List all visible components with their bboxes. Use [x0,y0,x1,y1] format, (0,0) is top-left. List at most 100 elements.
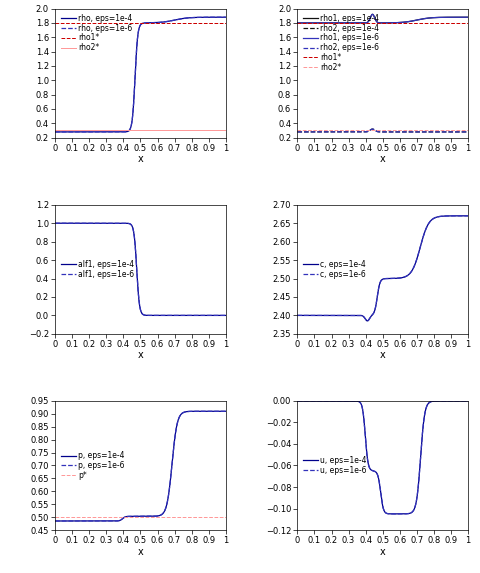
p, eps=1e-4 [118,517,123,524]
rho, eps=1e-4 [125,128,131,135]
Legend: rho, eps=1e-4, rho, eps=1e-6, rho1*, rho2*: rho, eps=1e-4, rho, eps=1e-6, rho1*, rho… [59,13,134,54]
u, eps=1e-6 [444,398,449,405]
p, eps=1e-6 [52,517,58,524]
p, eps=1e-4 [125,513,131,520]
c, eps=1e-6 [364,317,370,324]
rho1, eps=1e-6 [324,19,330,26]
Line: u, eps=1e-4: u, eps=1e-4 [298,401,468,514]
Line: rho, eps=1e-6: rho, eps=1e-6 [55,17,226,132]
rho1, eps=1e-4 [465,14,471,21]
rho, eps=1e-6 [223,14,228,21]
rho, eps=1e-4 [82,128,88,135]
Legend: alf1, eps=1e-4, alf1, eps=1e-6: alf1, eps=1e-4, alf1, eps=1e-6 [59,258,136,280]
u, eps=1e-4 [324,398,330,405]
Line: rho1, eps=1e-6: rho1, eps=1e-6 [298,14,468,23]
alf1, eps=1e-6 [201,312,207,319]
Legend: u, eps=1e-4, u, eps=1e-6: u, eps=1e-4, u, eps=1e-6 [301,454,368,476]
u, eps=1e-4 [393,511,399,517]
alf1, eps=1e-4 [52,220,58,227]
u, eps=1e-6 [360,407,366,414]
Line: rho2, eps=1e-4: rho2, eps=1e-4 [298,129,468,132]
u, eps=1e-4 [314,398,320,405]
rho2, eps=1e-6 [360,128,366,135]
rho2, eps=1e-6 [370,125,375,132]
alf1, eps=1e-4 [223,312,228,319]
u, eps=1e-4 [360,407,366,414]
rho2, eps=1e-6 [465,128,471,135]
u, eps=1e-6 [295,398,300,405]
u, eps=1e-4 [465,398,471,405]
rho2, eps=1e-6 [324,128,330,135]
alf1, eps=1e-6 [118,220,123,227]
c, eps=1e-4 [324,312,330,319]
Line: rho, eps=1e-4: rho, eps=1e-4 [55,17,226,132]
rho, eps=1e-6 [201,14,207,21]
p, eps=1e-6 [219,408,225,415]
p, eps=1e-4 [223,408,228,415]
alf1, eps=1e-4 [118,220,123,227]
u, eps=1e-4 [444,398,449,405]
Line: rho2, eps=1e-6: rho2, eps=1e-6 [298,129,468,132]
rho2, eps=1e-4 [314,128,320,135]
Legend: c, eps=1e-4, c, eps=1e-6: c, eps=1e-4, c, eps=1e-6 [301,258,368,280]
rho, eps=1e-4 [223,14,228,21]
rho, eps=1e-4 [219,14,225,21]
rho2, eps=1e-4 [370,125,375,132]
rho1, eps=1e-4 [295,19,300,26]
rho1, eps=1e-6 [370,11,375,18]
rho2, eps=1e-6 [314,128,320,135]
p, eps=1e-4 [219,408,225,415]
rho2, eps=1e-6 [462,128,468,135]
u, eps=1e-6 [367,466,373,473]
u, eps=1e-6 [393,511,399,517]
rho2, eps=1e-4 [465,128,471,135]
Line: alf1, eps=1e-6: alf1, eps=1e-6 [55,223,226,315]
alf1, eps=1e-4 [82,220,88,227]
c, eps=1e-6 [367,314,373,321]
rho2, eps=1e-4 [444,128,449,135]
rho2, eps=1e-4 [462,128,468,135]
alf1, eps=1e-6 [52,220,58,227]
c, eps=1e-6 [462,213,468,219]
alf1, eps=1e-6 [72,220,78,227]
rho1, eps=1e-4 [462,14,468,21]
u, eps=1e-4 [295,398,300,405]
rho1, eps=1e-4 [370,11,375,18]
X-axis label: x: x [380,154,385,164]
rho, eps=1e-6 [125,128,131,135]
X-axis label: x: x [380,547,385,556]
c, eps=1e-4 [360,313,366,320]
rho2, eps=1e-4 [360,128,366,135]
c, eps=1e-4 [465,213,471,219]
rho1, eps=1e-4 [444,14,449,21]
rho1, eps=1e-4 [360,19,366,26]
p, eps=1e-4 [72,517,78,524]
c, eps=1e-4 [367,314,373,321]
p, eps=1e-6 [125,513,131,520]
Line: u, eps=1e-6: u, eps=1e-6 [298,401,468,514]
u, eps=1e-6 [462,398,468,405]
p, eps=1e-6 [118,517,123,524]
c, eps=1e-6 [314,312,320,319]
alf1, eps=1e-4 [125,220,131,227]
rho, eps=1e-6 [82,128,88,135]
X-axis label: x: x [138,154,144,164]
c, eps=1e-6 [465,213,471,219]
alf1, eps=1e-6 [223,312,228,319]
p, eps=1e-6 [201,408,207,415]
rho1, eps=1e-4 [367,14,373,21]
rho2, eps=1e-6 [367,127,373,134]
rho, eps=1e-6 [72,128,78,135]
rho2, eps=1e-6 [444,128,449,135]
X-axis label: x: x [380,351,385,360]
p, eps=1e-4 [201,408,207,415]
X-axis label: x: x [138,547,144,556]
alf1, eps=1e-4 [219,312,225,319]
rho1, eps=1e-4 [324,19,330,26]
rho2, eps=1e-4 [367,127,373,134]
u, eps=1e-6 [324,398,330,405]
Line: c, eps=1e-4: c, eps=1e-4 [298,216,468,321]
rho, eps=1e-4 [201,14,207,21]
rho2, eps=1e-6 [295,128,300,135]
alf1, eps=1e-6 [219,312,225,319]
